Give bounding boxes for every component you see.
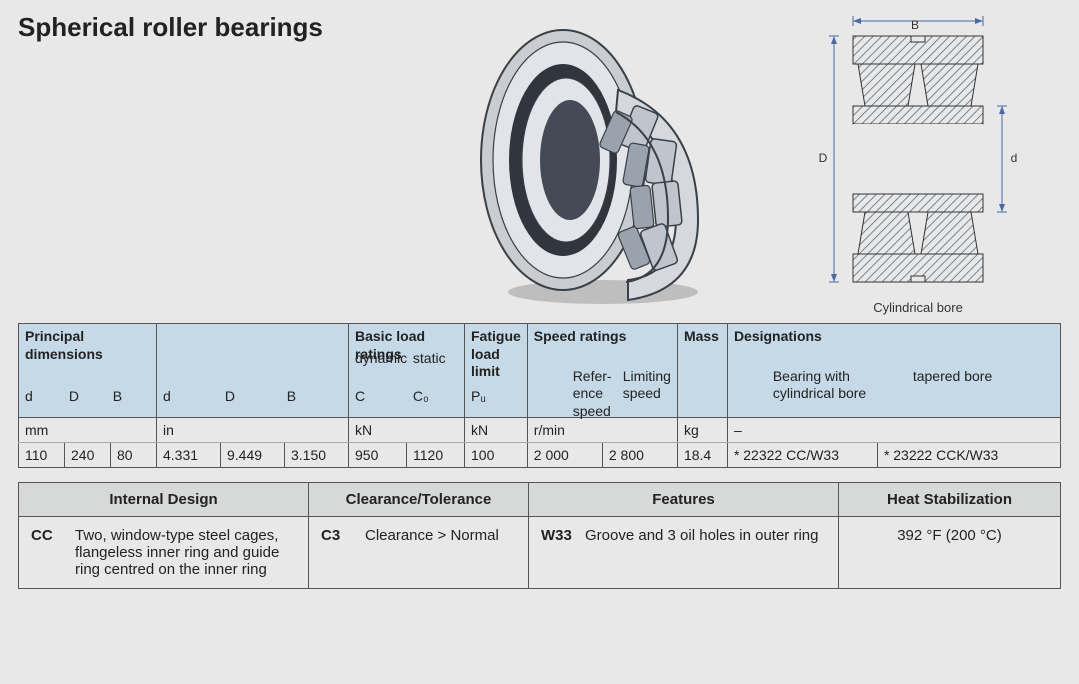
page-title: Spherical roller bearings [18,12,398,43]
dim-D-label: D [819,151,828,165]
tech-caption: Cylindrical bore [778,300,1058,315]
col-heat: Heat Stabilization [839,483,1061,517]
col-internal-design: Internal Design [19,483,309,517]
dim-B-label: B [911,18,919,32]
col-clearance: Clearance/Tolerance [309,483,529,517]
dim-d-label: d [1011,151,1018,165]
bearing-3d-illustration [398,12,778,307]
dimensions-table: Principal dimensions d D B d D B Basic l… [18,323,1061,468]
spec-table: Internal Design Clearance/Tolerance Feat… [18,482,1061,589]
bearing-section-drawing: B D d [793,14,1043,294]
col-features: Features [529,483,839,517]
